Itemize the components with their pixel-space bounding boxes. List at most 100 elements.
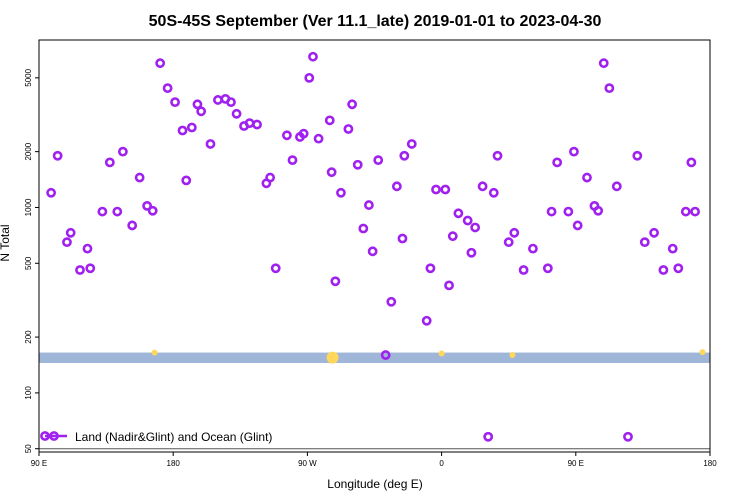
data-point — [667, 243, 678, 254]
x-tick-label: 90 E — [31, 459, 47, 468]
data-point — [244, 118, 255, 129]
y-tick-label: 5000 — [24, 68, 33, 86]
data-point — [686, 157, 697, 168]
data-point — [373, 155, 384, 166]
data-point — [444, 280, 454, 291]
data-point — [399, 150, 410, 161]
band-mark — [151, 349, 158, 356]
data-point — [380, 350, 391, 360]
data-point — [611, 181, 622, 192]
data-point — [593, 205, 604, 216]
data-point — [425, 263, 436, 274]
data-point — [483, 431, 494, 442]
data-point — [147, 205, 158, 216]
data-point — [347, 99, 358, 110]
scatter-points — [46, 51, 700, 442]
data-point — [447, 231, 458, 242]
data-point — [569, 146, 579, 157]
data-point — [308, 51, 318, 62]
data-point — [252, 119, 262, 130]
data-point — [75, 265, 85, 275]
data-point — [391, 181, 402, 192]
data-point — [213, 95, 223, 105]
y-axis-label: N Total — [0, 224, 12, 261]
data-point — [324, 115, 335, 126]
data-point — [97, 206, 108, 217]
data-point — [117, 146, 128, 157]
y-tick-label: 1000 — [24, 198, 33, 216]
data-point — [466, 247, 477, 258]
data-point — [336, 187, 346, 198]
data-point — [440, 184, 451, 195]
data-point — [352, 159, 363, 170]
data-point — [231, 108, 242, 119]
legend-entry-label: Land (Nadir&Glint) and Ocean (Glint) — [75, 430, 272, 444]
data-point — [326, 167, 337, 178]
data-point — [386, 296, 397, 307]
data-point — [313, 133, 324, 144]
data-point — [270, 263, 281, 274]
data-point — [281, 130, 292, 141]
data-point — [142, 200, 153, 211]
data-point — [170, 97, 180, 107]
legend-marker — [49, 431, 59, 441]
data-point — [462, 215, 473, 226]
data-point — [528, 243, 538, 254]
data-point — [155, 58, 166, 69]
data-point — [673, 263, 684, 274]
background-band — [39, 349, 710, 364]
data-point — [304, 72, 315, 83]
y-tick-label: 200 — [24, 330, 33, 344]
band-mark — [326, 351, 339, 364]
data-point — [623, 431, 633, 442]
y-tick-label: 100 — [24, 386, 33, 400]
data-point — [649, 227, 659, 238]
data-point — [112, 206, 123, 217]
data-point — [658, 265, 669, 275]
data-point — [196, 106, 207, 117]
data-point — [492, 150, 503, 161]
data-point — [52, 150, 63, 161]
data-point — [639, 237, 650, 248]
data-point — [181, 175, 192, 186]
axes: 90 E 180 90 W 0 90 E 180 50 100 200 500 1000 2000 50… — [24, 39, 717, 468]
data-point — [421, 315, 432, 326]
data-point — [287, 155, 298, 166]
data-point — [503, 237, 514, 248]
data-point — [177, 125, 188, 136]
data-point — [397, 233, 408, 244]
data-point — [186, 122, 197, 133]
x-tick-label: 0 — [439, 459, 444, 468]
data-point — [364, 200, 374, 210]
data-point — [298, 128, 309, 139]
data-point — [358, 223, 369, 234]
data-point — [330, 276, 341, 287]
data-point — [542, 263, 553, 274]
band-rect — [39, 352, 710, 363]
data-point — [431, 184, 441, 195]
data-point — [406, 139, 417, 149]
x-tick-label: 180 — [167, 459, 181, 468]
data-point — [598, 58, 609, 69]
legend: Land (Nadir&Glint) and Ocean (Glint) — [40, 430, 272, 444]
data-point — [104, 157, 115, 168]
data-point — [509, 227, 520, 238]
x-tick-label: 90 W — [298, 459, 317, 468]
data-point — [632, 150, 643, 161]
x-axis-label: Longitude (deg E) — [327, 477, 422, 491]
x-tick-label: 90 E — [568, 459, 584, 468]
chart-title: 50S-45S September (Ver 11.1_late) 2019-0… — [149, 13, 602, 30]
data-point — [192, 99, 203, 110]
data-point — [134, 172, 145, 183]
data-point — [582, 172, 592, 183]
data-point — [546, 206, 557, 217]
data-point — [82, 243, 93, 254]
y-tick-label: 500 — [24, 256, 33, 270]
data-point — [85, 263, 96, 274]
data-point — [572, 220, 583, 231]
data-point — [62, 237, 72, 248]
plot-frame — [38, 39, 711, 453]
data-point — [343, 124, 354, 134]
data-point — [488, 187, 499, 198]
